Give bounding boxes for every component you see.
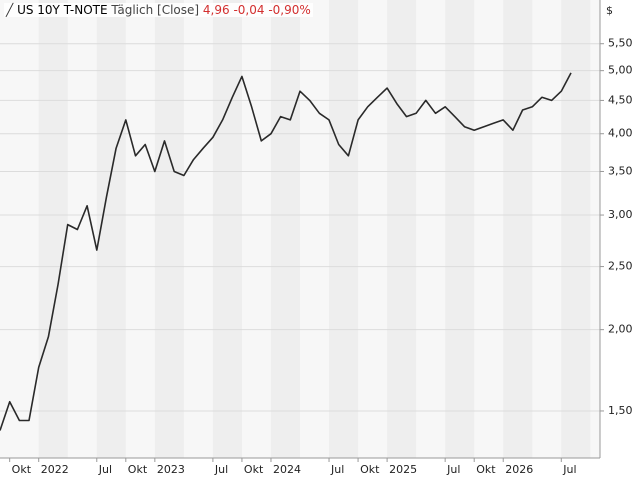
change-pct: -0,90% [268, 3, 311, 17]
x-tick-label: Okt [360, 463, 380, 476]
x-tick-label: Jul [214, 463, 228, 476]
quarter-band [154, 0, 184, 458]
x-tick-label: Jul [562, 463, 576, 476]
y-tick-label: 2,00 [608, 323, 633, 336]
y-tick-label: 2,50 [608, 260, 633, 273]
quarter-band [329, 0, 359, 458]
quarter-band [503, 0, 533, 458]
quarter-band [212, 0, 242, 458]
y-tick-label: 4,50 [608, 93, 633, 106]
x-tick-label: 2024 [273, 463, 301, 476]
quarter-band [96, 0, 126, 458]
price-line [0, 72, 572, 431]
x-tick-label: Jul [330, 463, 344, 476]
quarter-band [561, 0, 591, 458]
y-tick-label: 4,00 [608, 127, 633, 140]
chart-icon: ╱ [6, 3, 14, 17]
x-tick-label: Okt [12, 463, 32, 476]
chart-subtitle: Täglich [Close] [111, 3, 200, 17]
x-tick-label: 2023 [157, 463, 185, 476]
y-tick-label: 1,50 [608, 404, 633, 417]
quarter-band [387, 0, 417, 458]
x-tick-label: Okt [476, 463, 496, 476]
x-tick-label: Jul [446, 463, 460, 476]
x-tick-label: Jul [98, 463, 112, 476]
y-axis-unit: $ [606, 4, 613, 17]
x-tick-label: 2025 [389, 463, 417, 476]
quarter-band [38, 0, 68, 458]
y-tick-label: 5,50 [608, 37, 633, 50]
x-tick-label: 2022 [41, 463, 69, 476]
header: ╱ US 10Y T-NOTE Täglich [Close] 4,96 -0,… [4, 3, 313, 17]
x-tick-label: 2026 [505, 463, 533, 476]
chart-title: US 10Y T-NOTE [17, 3, 108, 17]
quarter-band [270, 0, 300, 458]
x-tick-label: Okt [128, 463, 148, 476]
y-tick-label: 5,00 [608, 64, 633, 77]
y-tick-label: 3,00 [608, 208, 633, 221]
x-tick-label: Okt [244, 463, 264, 476]
last-value: 4,96 [202, 3, 230, 17]
quarter-band [445, 0, 475, 458]
y-tick-label: 3,50 [608, 164, 633, 177]
change: -0,04 [233, 3, 265, 17]
